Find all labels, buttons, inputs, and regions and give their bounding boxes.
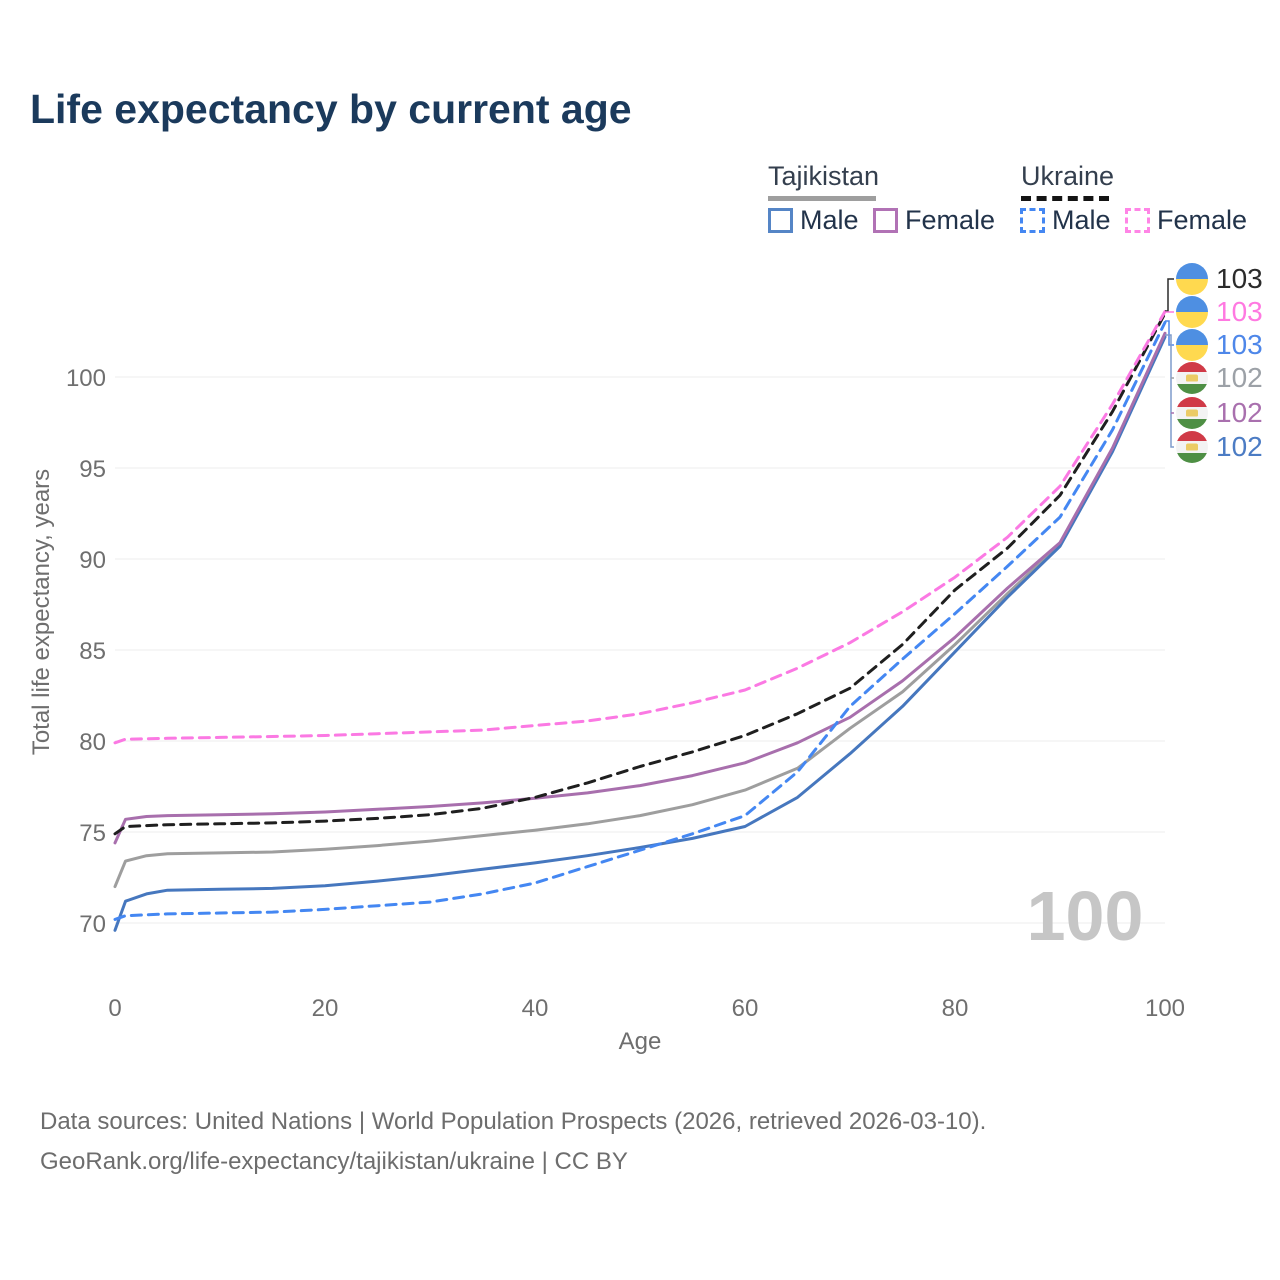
hover-age-watermark: 100 bbox=[1027, 877, 1144, 955]
x-tick-label: 80 bbox=[942, 995, 969, 1022]
series-line-ukraine-both-sexes- bbox=[113, 311, 1167, 836]
end-label-ukraine-female: 103 bbox=[1176, 296, 1263, 328]
end-label-ukraine-male: 103 bbox=[1176, 329, 1263, 361]
y-tick-label: 100 bbox=[66, 365, 106, 392]
x-axis-title: Age bbox=[618, 1028, 662, 1055]
x-tick-label: 40 bbox=[522, 995, 549, 1022]
series-line-ukraine-male bbox=[113, 320, 1167, 921]
legend-group-tajikistan: Tajikistan bbox=[768, 161, 879, 201]
tajikistan-male-swatch-icon bbox=[768, 208, 793, 233]
ukraine-flag-icon bbox=[1176, 329, 1208, 361]
attribution-line: GeoRank.org/life-expectancy/tajikistan/u… bbox=[40, 1148, 628, 1175]
legend-label: Male bbox=[1052, 205, 1111, 235]
tajikistan-flag-icon bbox=[1176, 431, 1208, 463]
x-tick-label: 100 bbox=[1145, 995, 1185, 1022]
series-line-tajikistan-male bbox=[113, 335, 1167, 932]
series-line-tajikistan-both-sexes- bbox=[113, 333, 1167, 889]
x-tick-label: 20 bbox=[312, 995, 339, 1022]
ukraine-flag-icon bbox=[1176, 263, 1208, 295]
end-label-tajikistan-male: 102 bbox=[1176, 431, 1263, 463]
y-axis-title: Total life expectancy, years bbox=[28, 468, 55, 756]
legend-item-ukraine-male[interactable]: Male bbox=[1020, 205, 1111, 236]
legend-label: Female bbox=[905, 205, 996, 235]
legend-group-tajikistan-label: Tajikistan bbox=[768, 161, 880, 191]
ukraine-dashed-line-swatch bbox=[1021, 196, 1109, 206]
ukraine-female-swatch-icon bbox=[1125, 208, 1150, 233]
end-label-ukraine-both: 103 bbox=[1176, 263, 1263, 295]
legend-item-tajikistan-female[interactable]: Female bbox=[873, 205, 995, 236]
y-tick-label: 75 bbox=[79, 820, 106, 847]
tajikistan-female-swatch-icon bbox=[873, 208, 898, 233]
end-label-value: 102 bbox=[1216, 397, 1263, 428]
end-label-value: 103 bbox=[1216, 296, 1263, 327]
tajikistan-flag-icon bbox=[1176, 397, 1208, 429]
end-label-value: 102 bbox=[1216, 362, 1263, 393]
legend-group-ukraine: Ukraine bbox=[1021, 161, 1114, 206]
x-tick-label: 60 bbox=[732, 995, 759, 1022]
y-tick-label: 80 bbox=[79, 729, 106, 756]
end-label-tajikistan-both: 102 bbox=[1176, 362, 1263, 394]
end-label-value: 103 bbox=[1216, 263, 1263, 294]
y-tick-label: 85 bbox=[79, 638, 106, 665]
legend-label: Female bbox=[1157, 205, 1248, 235]
x-tick-label: 0 bbox=[108, 995, 121, 1022]
y-tick-label: 95 bbox=[79, 456, 106, 483]
y-tick-label: 90 bbox=[79, 547, 106, 574]
ukraine-flag-icon bbox=[1176, 296, 1208, 328]
tajikistan-solid-line-swatch bbox=[768, 196, 876, 201]
tajikistan-flag-icon bbox=[1176, 362, 1208, 394]
series-line-ukraine-female bbox=[113, 310, 1167, 745]
end-label-value: 103 bbox=[1216, 329, 1263, 360]
ukraine-male-swatch-icon bbox=[1020, 208, 1045, 233]
legend-label: Male bbox=[800, 205, 859, 235]
page-title: Life expectancy by current age bbox=[30, 86, 632, 132]
data-sources-line: Data sources: United Nations | World Pop… bbox=[40, 1108, 987, 1135]
label-connector bbox=[1165, 334, 1174, 448]
legend-group-ukraine-label: Ukraine bbox=[1021, 161, 1115, 191]
end-label-value: 102 bbox=[1216, 431, 1263, 462]
end-label-tajikistan-female: 102 bbox=[1176, 397, 1263, 429]
legend-item-ukraine-female[interactable]: Female bbox=[1125, 205, 1247, 236]
legend-item-tajikistan-male[interactable]: Male bbox=[768, 205, 859, 236]
label-connector bbox=[1165, 278, 1174, 312]
y-tick-label: 70 bbox=[79, 911, 106, 938]
series-line-tajikistan-female bbox=[113, 331, 1167, 845]
